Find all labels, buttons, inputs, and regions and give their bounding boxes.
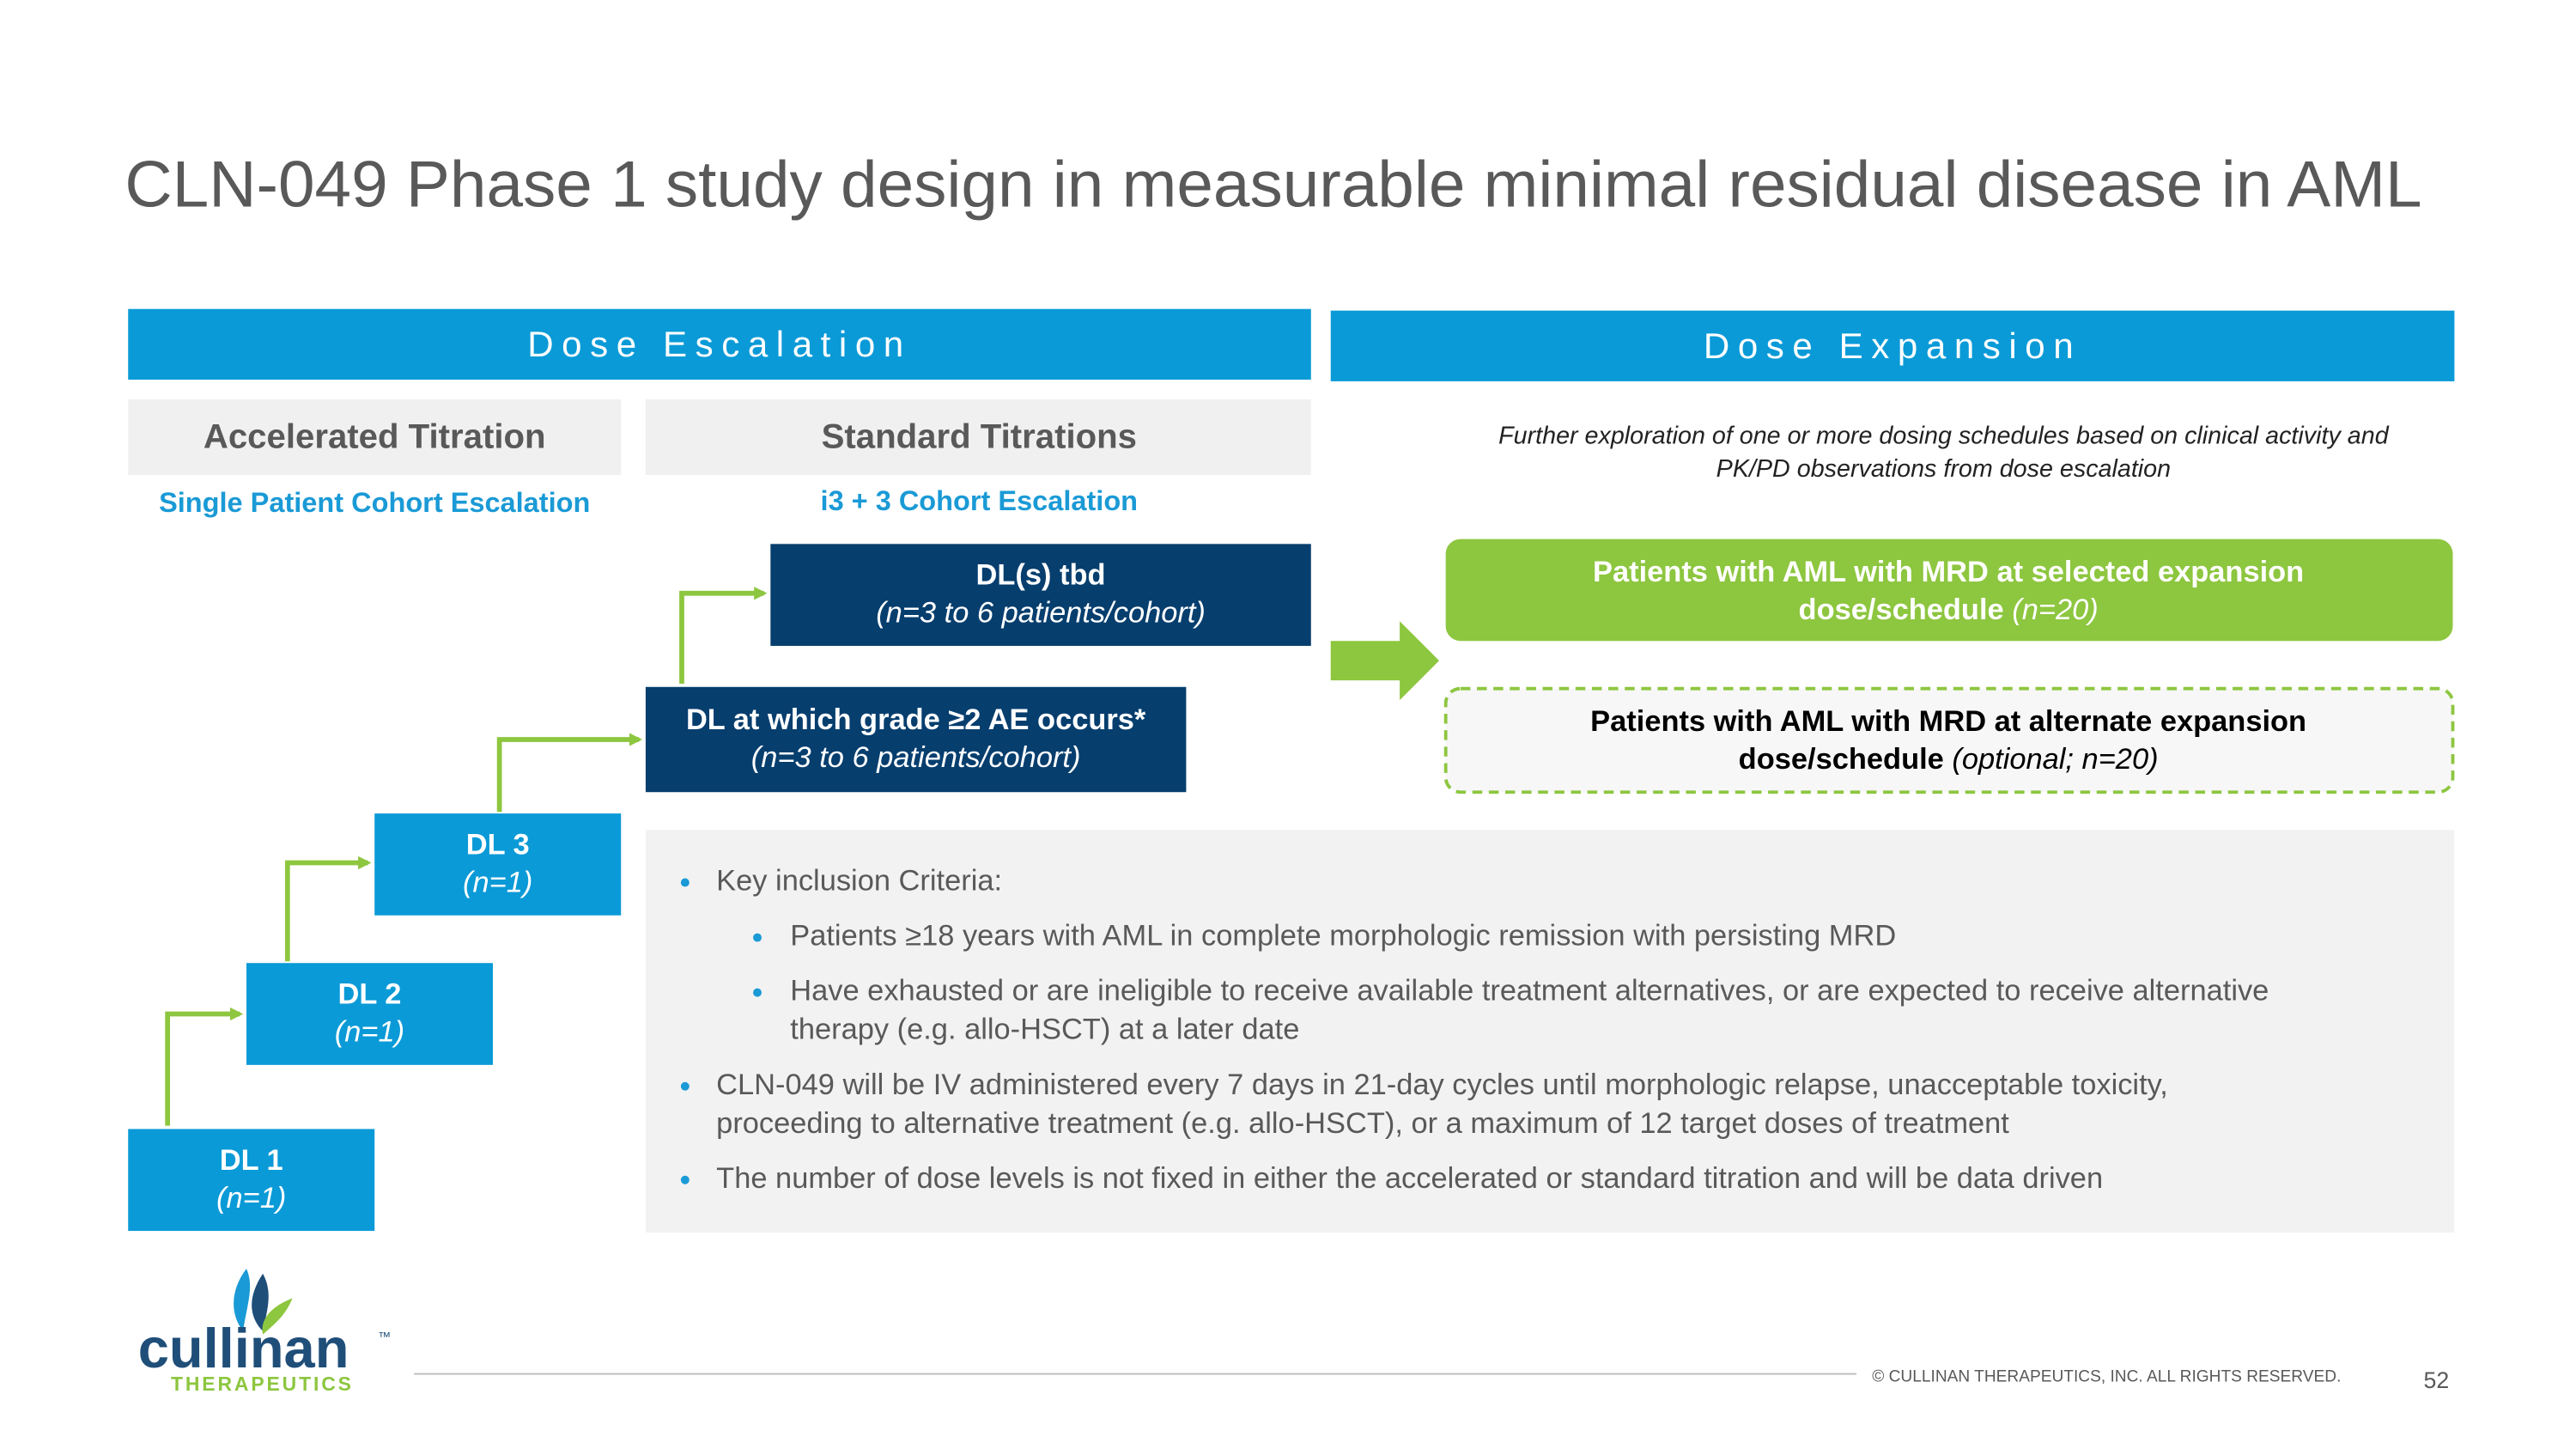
bullet-dot [680,878,690,887]
dose-level-box [246,963,493,1065]
cohort-text: dose/schedule (optional; n=20) [1739,743,2159,776]
cohort-box [1445,539,2453,642]
expansion-header-bar [1330,310,2455,381]
cohort-text: Patients with AML with MRD at selected e… [1593,556,2304,588]
logo-leaf [234,1269,251,1331]
dose-levels: DL 1 (n=1) DL 2 (n=1) DL 3 (n=1) DL at which g… [128,544,1311,1232]
slide-title: CLN-049 Phase 1 study design in measurab… [125,148,2421,221]
dose-level-n: (n=1) [216,1182,286,1215]
page-number: 52 [2423,1367,2449,1393]
logo: cullinan ™ THERAPEUTICS [138,1269,391,1395]
escalation-header-bar [128,308,1311,381]
criteria-text: Key inclusion Criteria: [716,865,1002,898]
cohort-text: dose/schedule (n=20) [1799,594,2099,626]
cohort-text: dose/schedule [1739,743,1944,776]
cohort-text: Patients with AML with MRD at alternate … [1590,705,2306,738]
cohort-box [1443,686,2455,795]
dose-level-label: DL(s) tbd [976,559,1106,592]
criteria-list: Key inclusion Criteria: Patients ≥18 year… [680,865,2269,1195]
dose-level-box [128,1129,375,1232]
step-arrow [165,1007,244,1126]
step-arrow [496,733,643,813]
criteria-text: proceeding to alternative treatment (e.g… [716,1107,2009,1140]
accelerated-title: Accelerated Titration [204,417,546,455]
dose-level-label: DL at which grade ≥2 AE occurs* [686,703,1146,736]
bullet-dot [753,988,762,997]
standard-bar [645,399,1311,475]
bullet-dot [753,933,762,942]
step-arrows [165,587,768,1126]
dose-level-n: (n=1) [463,866,532,898]
logo-leaf [262,1298,293,1335]
accelerated-subtitle: Single Patient Cohort Escalation [159,487,590,518]
cohort-text: dose/schedule [1799,594,2004,626]
criteria-text: Have exhausted or are ineligible to rece… [790,975,2269,1008]
logo-leaf [252,1273,269,1331]
expansion-description: PK/PD observations from dose escalation [1716,455,2171,483]
criteria-text: therapy (e.g. allo-HSCT) at a later date [790,1014,1299,1046]
bullet-dot [680,1175,690,1184]
dose-level-box [770,544,1311,646]
dose-level-n: (n=3 to 6 patients/cohort) [751,741,1081,774]
criteria-text: The number of dose levels is not fixed i… [716,1162,2103,1195]
bullet-dot [680,1081,690,1091]
criteria-text: CLN-049 will be IV administered every 7 … [716,1068,2168,1101]
dose-level-n: (n=3 to 6 patients/cohort) [876,597,1206,630]
dose-level-box [374,813,622,916]
dose-level-n: (n=1) [335,1016,404,1049]
dose-level-label: DL 1 [220,1144,283,1177]
criteria-box [645,830,2455,1233]
copyright: © CULLINAN THERAPEUTICS, INC. ALL RIGHTS… [1872,1367,2341,1385]
cohort-n: (n=20) [2012,594,2098,626]
accelerated-bar [128,399,622,475]
dose-level-box [645,686,1187,793]
logo-name: cullinan [138,1317,349,1379]
dose-level-label: DL 3 [466,828,530,861]
expansion-header: Dose Expansion [1704,326,2081,366]
logo-tm: ™ [378,1330,391,1344]
step-arrow [284,855,372,962]
criteria-text: Patients ≥18 years with AML in complete … [790,920,1896,953]
cohort-n: (optional; n=20) [1952,743,2158,776]
standard-title: Standard Titrations [822,417,1137,455]
standard-subtitle: i3 + 3 Cohort Escalation [821,485,1139,516]
escalation-header: Dose Escalation [527,324,912,364]
logo-sub: THERAPEUTICS [171,1373,354,1395]
step-arrow [679,587,768,684]
dose-level-label: DL 2 [337,978,401,1011]
expansion-arrow [1330,621,1440,701]
expansion-description: Further exploration of one or more dosin… [1498,423,2390,450]
